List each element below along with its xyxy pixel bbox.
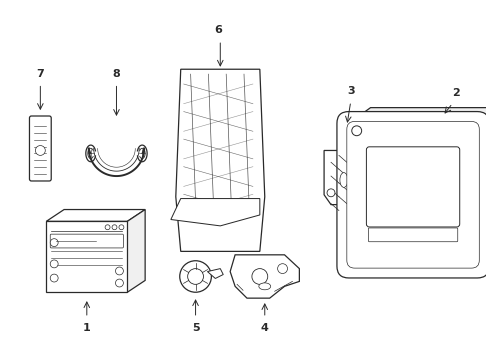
Circle shape (277, 264, 287, 274)
Circle shape (115, 279, 123, 287)
Text: 4: 4 (260, 323, 268, 333)
Polygon shape (348, 108, 488, 123)
Circle shape (50, 239, 58, 247)
Circle shape (115, 267, 123, 275)
Circle shape (50, 274, 58, 282)
Text: 6: 6 (214, 25, 222, 35)
Text: 5: 5 (191, 323, 199, 333)
Circle shape (35, 145, 45, 156)
FancyBboxPatch shape (50, 234, 123, 248)
Circle shape (326, 189, 334, 197)
Text: 7: 7 (37, 69, 44, 79)
Ellipse shape (339, 172, 347, 188)
FancyBboxPatch shape (366, 147, 459, 227)
Circle shape (105, 225, 110, 230)
Ellipse shape (258, 283, 270, 290)
FancyBboxPatch shape (367, 228, 457, 242)
Text: 3: 3 (346, 86, 354, 96)
FancyBboxPatch shape (29, 116, 51, 181)
Text: 2: 2 (451, 88, 459, 98)
Circle shape (351, 126, 361, 136)
Text: 8: 8 (112, 69, 120, 79)
FancyBboxPatch shape (336, 112, 488, 278)
Circle shape (119, 225, 123, 230)
Polygon shape (230, 255, 299, 298)
Circle shape (50, 260, 58, 268)
Polygon shape (476, 108, 488, 266)
Circle shape (187, 269, 203, 284)
Polygon shape (170, 199, 259, 226)
FancyBboxPatch shape (346, 121, 478, 268)
Polygon shape (207, 269, 223, 278)
Circle shape (112, 225, 117, 230)
Polygon shape (175, 69, 264, 251)
Circle shape (180, 261, 211, 292)
Polygon shape (46, 221, 127, 292)
Text: 1: 1 (83, 323, 90, 333)
Polygon shape (46, 210, 145, 221)
Circle shape (251, 269, 267, 284)
Polygon shape (127, 210, 145, 292)
Polygon shape (324, 150, 353, 204)
